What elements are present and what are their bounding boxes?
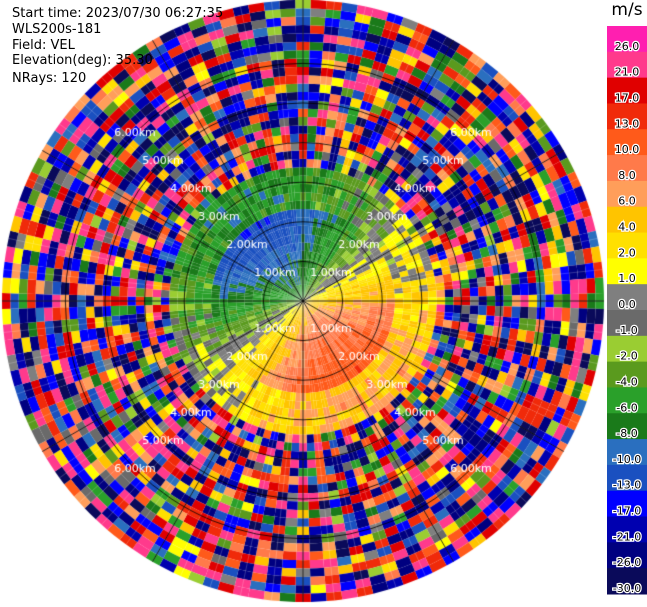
ppi-velocity-plot — [0, 0, 607, 607]
colorbar-tick-label: -4.0 — [616, 375, 637, 388]
colorbar-segment — [607, 310, 647, 337]
colorbar-segment — [607, 232, 647, 259]
colorbar-segment — [607, 206, 647, 234]
colorbar-tick-label: -2.0 — [616, 350, 637, 363]
colorbar-tick-label: 26.0 — [615, 40, 640, 53]
colorbar-tick-label: 0.0 — [618, 298, 636, 311]
colorbar-tick-label: 13.0 — [615, 117, 640, 130]
colorbar-tick-label: -30.0 — [613, 582, 641, 595]
colorbar: 26.0 21.0 17.0 13.0 10.0 8.0 6.0 4.0 2.0 1.0 0.0 -1… — [607, 26, 647, 596]
colorbar-segment — [607, 439, 647, 466]
colorbar-segment — [607, 542, 647, 569]
elevation-label: Elevation(deg): 35.30 — [12, 53, 153, 68]
colorbar-tick-label: 17.0 — [615, 91, 640, 104]
colorbar-segment — [607, 568, 647, 595]
colorbar-tick-label: 10.0 — [615, 143, 640, 156]
field-label: Field: VEL — [12, 38, 75, 53]
colorbar-tick-label: -13.0 — [613, 479, 641, 492]
colorbar-tick-label: -26.0 — [613, 556, 641, 569]
colorbar-segment — [607, 284, 647, 311]
colorbar-unit-label: m/s — [611, 0, 643, 20]
colorbar-segment — [607, 387, 647, 414]
colorbar-segment — [607, 180, 647, 208]
colorbar-segment — [607, 361, 647, 388]
colorbar-segment — [607, 77, 647, 104]
colorbar-segment — [607, 103, 647, 130]
colorbar-segment — [607, 26, 647, 53]
colorbar-segment — [607, 413, 647, 440]
colorbar-tick-label: 8.0 — [618, 169, 636, 182]
colorbar-tick-label: -21.0 — [613, 530, 641, 543]
nrays-label: NRays: 120 — [12, 71, 87, 86]
colorbar-tick-label: 6.0 — [618, 195, 636, 208]
colorbar-segment — [607, 258, 647, 285]
colorbar-segment — [607, 490, 647, 518]
colorbar-segment — [607, 335, 647, 363]
colorbar-tick-label: -10.0 — [613, 453, 641, 466]
colorbar-segment — [607, 51, 647, 79]
colorbar-segment — [607, 129, 647, 156]
colorbar-segment — [607, 464, 647, 492]
instrument-label: WLS200s-181 — [12, 22, 102, 37]
colorbar-tick-label: 21.0 — [615, 66, 640, 79]
colorbar-tick-label: -6.0 — [616, 401, 637, 414]
colorbar-tick-label: 4.0 — [618, 221, 636, 234]
colorbar-segment — [607, 516, 647, 543]
colorbar-tick-label: 1.0 — [618, 272, 636, 285]
start-time-label: Start time: 2023/07/30 06:27:35 — [12, 6, 224, 21]
colorbar-tick-label: -8.0 — [616, 427, 637, 440]
colorbar-tick-label: -17.0 — [613, 505, 641, 518]
colorbar-tick-label: 2.0 — [618, 246, 636, 259]
colorbar-segment — [607, 155, 647, 182]
colorbar-tick-label: -1.0 — [616, 324, 637, 337]
